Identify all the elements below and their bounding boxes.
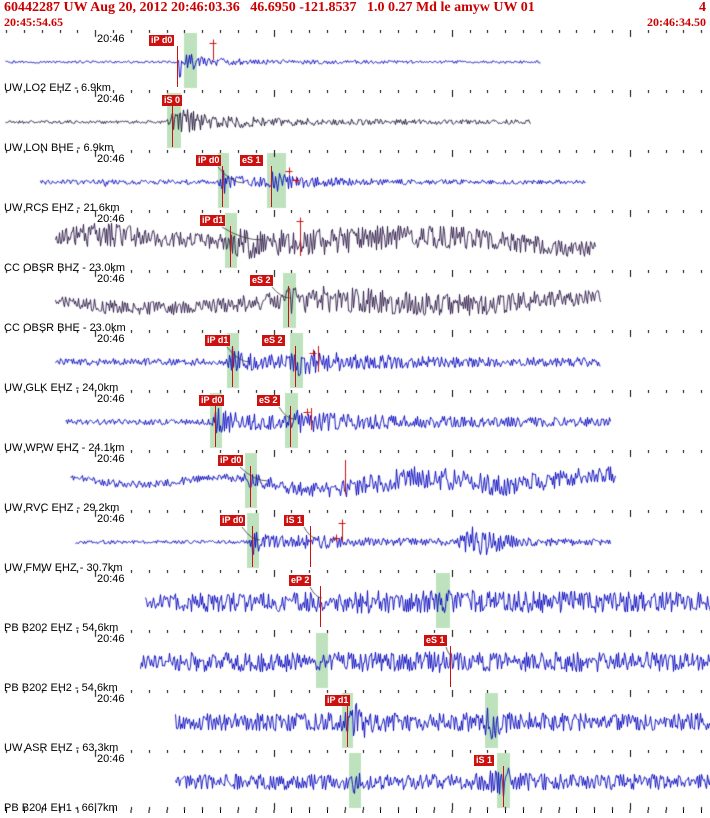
waveform-canvas[interactable] xyxy=(0,510,710,570)
minute-tick-label: 20:46 xyxy=(97,453,125,465)
trace-row[interactable]: 20:46 PB B202 EHZ - 54.6km eP 2 xyxy=(0,570,710,634)
trace-row[interactable]: 20:46 PB B202 EH2 - 54.6km eS 1 xyxy=(0,630,710,694)
minute-tick-label: 20:46 xyxy=(97,333,125,345)
header-right-value: 4 xyxy=(699,0,706,15)
event-header: 60442287 UW Aug 20, 2012 20:46:03.36 46.… xyxy=(0,0,710,15)
window-end-time: 20:46:34.50 xyxy=(647,15,706,29)
time-window-bar: 20:45:54.65 20:46:34.50 xyxy=(0,15,710,30)
trace-row[interactable]: 20:46 CC OBSR BHE - 23.0km eS 2 xyxy=(0,270,710,334)
trace-row[interactable]: 20:46 CC OBSR BHZ - 23.0km iP d1 xyxy=(0,210,710,274)
station-channel-label: UW FMW EHZ - 30.7km xyxy=(4,562,123,574)
minute-tick-label: 20:46 xyxy=(97,273,125,285)
station-channel-label: PB B204 EH1 - 66.7km xyxy=(4,802,118,814)
minute-tick-label: 20:46 xyxy=(97,153,125,165)
minute-tick-label: 20:46 xyxy=(97,693,125,705)
trace-row[interactable]: 20:46 UW LO2 EHZ - 6.9km iP d0 xyxy=(0,30,710,94)
waveform-canvas[interactable] xyxy=(0,30,710,90)
trace-row[interactable]: 20:46 UW RVC EHZ - 29.2km iP d0 xyxy=(0,450,710,514)
trace-row[interactable]: 20:46 UW FMW EHZ - 30.7km iP d0 iS 1 xyxy=(0,510,710,574)
waveform-canvas[interactable] xyxy=(0,210,710,270)
waveform-canvas[interactable] xyxy=(0,450,710,510)
waveform-canvas[interactable] xyxy=(0,330,710,390)
station-channel-label: UW ASR EHZ - 63.3km xyxy=(4,742,119,754)
trace-row[interactable]: 20:46 UW WPW EHZ - 24.1km iP d0 eS 2 xyxy=(0,390,710,454)
trace-list: 20:46 UW LO2 EHZ - 6.9km iP d0 20:46 UW … xyxy=(0,30,710,814)
waveform-canvas[interactable] xyxy=(0,690,710,750)
minute-tick-label: 20:46 xyxy=(97,393,125,405)
station-channel-label: CC OBSR BHE - 23.0km xyxy=(4,322,126,334)
station-channel-label: UW GLK EHZ - 24.0km xyxy=(4,382,119,394)
station-channel-label: UW RVC EHZ - 29.2km xyxy=(4,502,120,514)
waveform-canvas[interactable] xyxy=(0,750,710,810)
waveform-canvas[interactable] xyxy=(0,390,710,450)
waveform-canvas[interactable] xyxy=(0,150,710,210)
trace-row[interactable]: 20:46 UW LON BHE - 6.9km iS 0 xyxy=(0,90,710,154)
waveform-canvas[interactable] xyxy=(0,570,710,630)
trace-row[interactable]: 20:46 UW RCS EHZ - 21.6km iP d0 eS 1 xyxy=(0,150,710,214)
station-channel-label: PB B202 EHZ - 54.6km xyxy=(4,622,119,634)
bottom-tick-axis xyxy=(0,810,710,818)
station-channel-label: CC OBSR BHZ - 23.0km xyxy=(4,262,126,274)
minute-tick-label: 20:46 xyxy=(97,513,125,525)
station-channel-label: UW RCS EHZ - 21.6km xyxy=(4,202,120,214)
trace-row[interactable]: 20:46 UW ASR EHZ - 63.3km iP d1 xyxy=(0,690,710,754)
trace-row[interactable]: 20:46 UW GLK EHZ - 24.0km iP d1 eS 2 xyxy=(0,330,710,394)
window-start-time: 20:45:54.65 xyxy=(4,15,63,29)
station-channel-label: UW WPW EHZ - 24.1km xyxy=(4,442,125,454)
waveform-canvas[interactable] xyxy=(0,90,710,150)
minute-tick-label: 20:46 xyxy=(97,213,125,225)
waveform-canvas[interactable] xyxy=(0,270,710,330)
trace-row[interactable]: 20:46 PB B204 EH1 - 66.7km iS 1 xyxy=(0,750,710,814)
station-channel-label: UW LON BHE - 6.9km xyxy=(4,142,114,154)
station-channel-label: PB B202 EH2 - 54.6km xyxy=(4,682,118,694)
event-summary: 60442287 UW Aug 20, 2012 20:46:03.36 46.… xyxy=(4,0,535,15)
minute-tick-label: 20:46 xyxy=(97,753,125,765)
minute-tick-label: 20:46 xyxy=(97,633,125,645)
station-channel-label: UW LO2 EHZ - 6.9km xyxy=(4,82,111,94)
minute-tick-label: 20:46 xyxy=(97,573,125,585)
waveform-canvas[interactable] xyxy=(0,630,710,690)
minute-tick-label: 20:46 xyxy=(97,33,125,45)
minute-tick-label: 20:46 xyxy=(97,93,125,105)
